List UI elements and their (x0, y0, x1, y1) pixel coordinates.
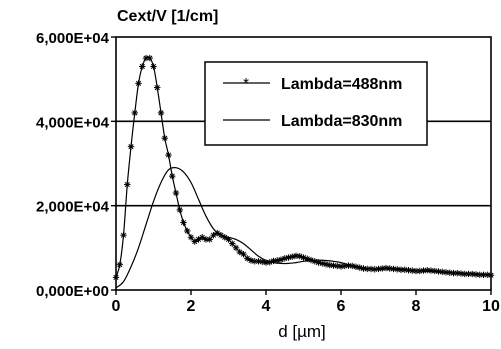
series-line-1 (115, 166, 492, 289)
y-tick-label-1: 2,000E+04 (36, 199, 110, 216)
y-tick-label-2: 4,000E+04 (36, 114, 110, 131)
data-point-0-34 (240, 250, 247, 258)
x-tick-label-5: 10 (482, 298, 500, 315)
data-point-0-55 (319, 260, 326, 267)
data-point-0-6 (135, 80, 142, 87)
legend-box (204, 61, 428, 146)
data-point-0-19 (184, 227, 191, 235)
data-point-0-1 (116, 261, 123, 268)
data-point-0-36 (247, 257, 255, 264)
data-point-0-25 (206, 236, 213, 243)
x-tick-label-3: 6 (337, 298, 346, 315)
x-tick-label-1: 2 (187, 298, 196, 315)
x-axis-label: d [µm] (278, 322, 326, 341)
data-point-0-2 (120, 231, 127, 239)
data-point-0-47 (289, 253, 296, 260)
y-tick-label-0: 0,000E+00 (36, 283, 109, 300)
y-tick-label-3: 6,000E+04 (36, 30, 110, 47)
data-point-0-26 (210, 231, 217, 239)
data-point-0-5 (131, 109, 138, 117)
data-point-0-16 (172, 189, 180, 197)
data-point-0-9 (146, 54, 153, 62)
data-point-0-12 (157, 109, 165, 117)
legend-label-488nm: Lambda=488nm (281, 76, 402, 93)
data-point-0-3 (124, 181, 131, 188)
x-tick-label-4: 8 (412, 298, 421, 315)
data-point-0-45 (281, 255, 288, 262)
data-point-0-20 (187, 234, 195, 241)
plot-area (112, 54, 495, 289)
data-point-0-46 (285, 254, 292, 261)
data-point-0-24 (202, 236, 210, 243)
data-point-0-32 (232, 244, 240, 252)
data-point-0-39 (259, 258, 266, 265)
legend: * Lambda=488nm Lambda=830nm (204, 61, 428, 146)
y-axis-label: Cext/V [1/cm] (117, 8, 218, 25)
legend-marker-488nm: * (243, 75, 249, 92)
data-point-0-17 (176, 206, 183, 214)
data-point-0-4 (127, 143, 135, 150)
legend-label-830nm: Lambda=830nm (281, 113, 402, 130)
data-point-0-56 (322, 261, 330, 268)
x-tick-label-0: 0 (112, 298, 121, 315)
data-point-0-7 (139, 63, 146, 70)
axis-ticks: 0,000E+00 2,000E+04 4,000E+04 6,000E+04 0 2 4 6… (36, 30, 500, 315)
data-point-0-13 (161, 135, 168, 142)
data-point-0-18 (180, 219, 187, 226)
data-point-0-31 (229, 240, 236, 247)
data-point-0-15 (169, 172, 176, 180)
data-point-0-14 (165, 151, 172, 159)
x-tick-label-2: 4 (262, 298, 271, 315)
data-point-0-43 (274, 257, 281, 264)
plot-frame (115, 36, 492, 291)
data-point-0-11 (154, 84, 161, 91)
data-point-0-10 (150, 63, 157, 70)
data-point-0-33 (236, 248, 243, 256)
data-point-0-37 (251, 258, 258, 265)
data-point-0-8 (142, 54, 150, 62)
data-point-0-21 (191, 238, 198, 245)
